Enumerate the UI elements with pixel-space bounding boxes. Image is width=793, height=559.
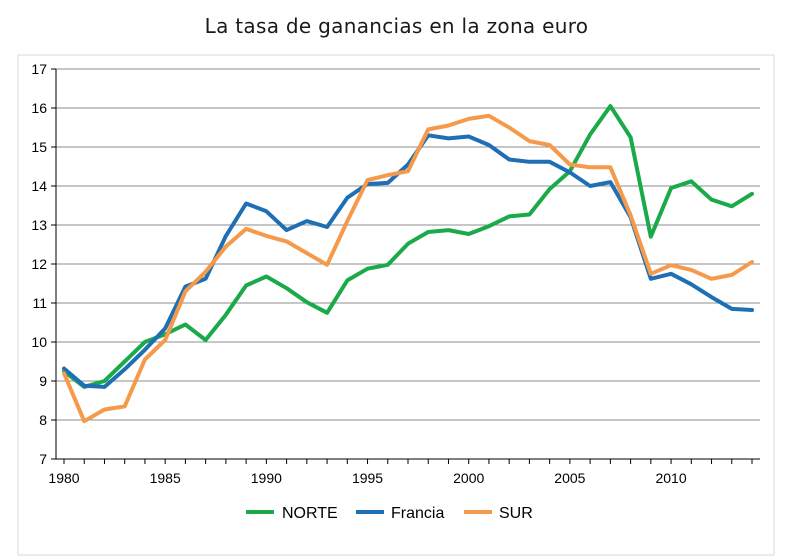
gridlines bbox=[56, 68, 760, 460]
legend-label-norte: NORTE bbox=[282, 505, 338, 522]
legend-label-francia: Francia bbox=[391, 505, 444, 522]
x-tick-label: 1980 bbox=[48, 470, 79, 486]
legend: NORTE Francia SUR bbox=[246, 505, 533, 522]
y-tick-label: 10 bbox=[31, 334, 47, 350]
y-tick-label: 13 bbox=[31, 217, 47, 233]
chart-outer-border bbox=[17, 54, 775, 556]
y-tick-label: 16 bbox=[31, 100, 47, 116]
chart-title: La tasa de ganancias en la zona euro bbox=[204, 14, 589, 38]
x-tick-label: 2000 bbox=[453, 470, 484, 486]
y-axis-ticks: 7 8 9 10 11 12 13 14 15 16 17 bbox=[31, 61, 56, 467]
x-axis-ticks: 1980 1985 1990 1995 2000 2005 2010 bbox=[48, 459, 753, 486]
x-tick-label: 2005 bbox=[554, 470, 585, 486]
series-line-sur bbox=[62, 113, 754, 424]
x-tick-label: 2010 bbox=[655, 470, 686, 486]
y-tick-label: 14 bbox=[31, 178, 47, 194]
x-tick-label: 1990 bbox=[251, 470, 282, 486]
series-lines bbox=[62, 104, 754, 424]
y-tick-label: 8 bbox=[39, 412, 47, 428]
y-tick-label: 7 bbox=[39, 451, 47, 467]
y-tick-label: 9 bbox=[39, 373, 47, 389]
y-tick-label: 15 bbox=[31, 139, 47, 155]
x-tick-label: 1985 bbox=[150, 470, 181, 486]
y-tick-label: 17 bbox=[31, 61, 47, 77]
y-tick-label: 11 bbox=[32, 295, 47, 311]
legend-label-sur: SUR bbox=[499, 505, 533, 522]
x-tick-label: 1995 bbox=[352, 470, 383, 486]
series-line-norte bbox=[62, 104, 754, 389]
y-tick-label: 12 bbox=[31, 256, 47, 272]
